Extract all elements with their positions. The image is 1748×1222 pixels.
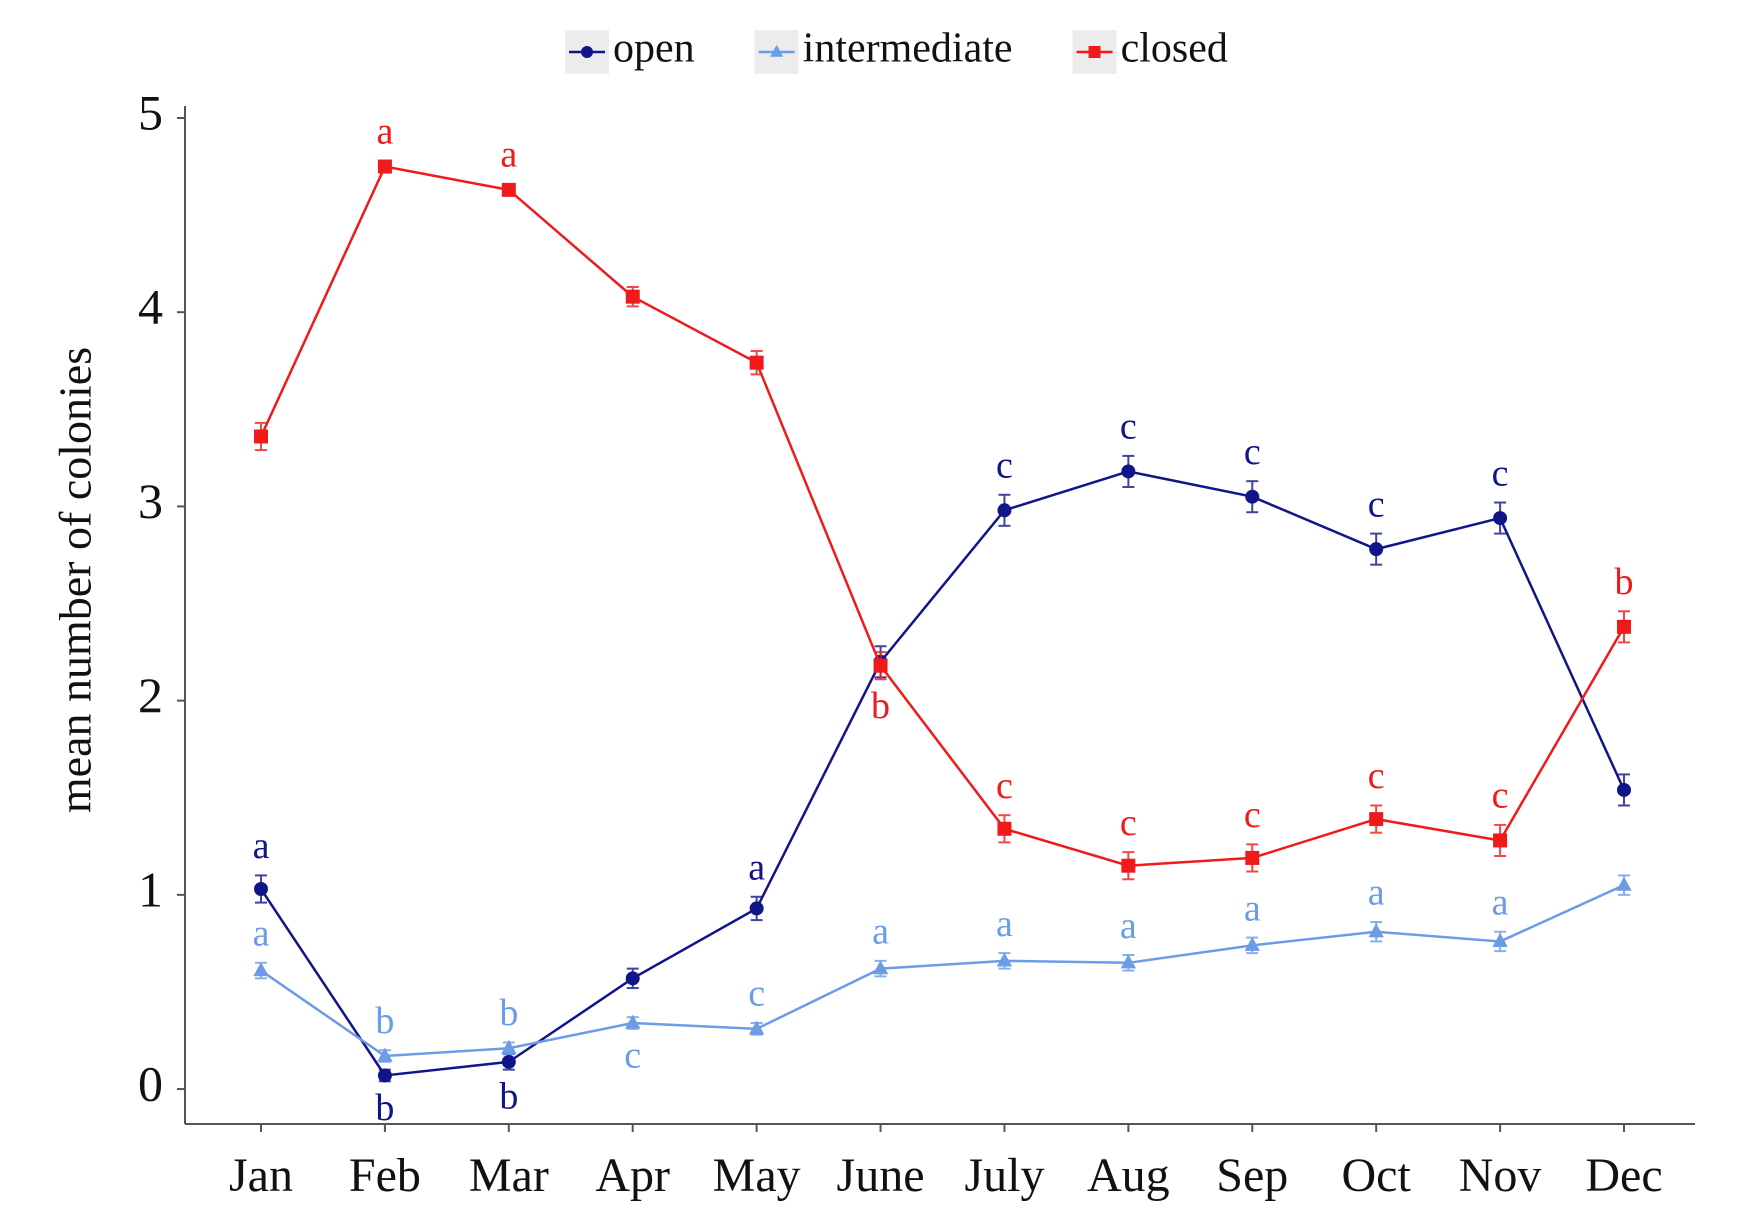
- y-tick-label: 5: [138, 84, 163, 140]
- x-tick-label: Apr: [595, 1149, 670, 1202]
- marker: [1492, 933, 1508, 948]
- marker: [581, 46, 593, 58]
- legend-label: intermediate: [803, 26, 1013, 72]
- marker: [625, 971, 640, 986]
- marker: [1493, 833, 1508, 848]
- series-line: [259, 470, 1626, 1077]
- x-tick-label: Oct: [1342, 1149, 1412, 1202]
- significance-letter: b: [1615, 561, 1634, 603]
- marker: [501, 1039, 517, 1054]
- marker: [377, 1047, 393, 1062]
- marker: [1493, 511, 1508, 526]
- significance-letter: c: [1492, 452, 1509, 494]
- significance-letter: a: [253, 913, 270, 955]
- marker: [1617, 782, 1631, 797]
- x-tick-label: Aug: [1087, 1149, 1170, 1202]
- marker: [1369, 812, 1384, 827]
- x-tick-label: Sep: [1216, 1149, 1288, 1202]
- marker: [1121, 858, 1136, 873]
- significance-letter: a: [1244, 887, 1261, 929]
- y-tick-label: 4: [138, 279, 163, 335]
- significance-letter: c: [1492, 775, 1509, 817]
- marker: [501, 1054, 516, 1069]
- marker: [748, 1020, 765, 1035]
- significance-letter: c: [996, 765, 1013, 807]
- legend-label: closed: [1121, 26, 1228, 72]
- marker: [377, 159, 392, 174]
- x-tick-label: Dec: [1585, 1149, 1662, 1202]
- significance-letter: c: [1244, 794, 1261, 836]
- marker: [501, 182, 516, 197]
- significance-letter: a: [872, 911, 889, 953]
- series-line: [260, 883, 1625, 1058]
- marker: [749, 901, 764, 916]
- significance-letter: c: [1244, 431, 1261, 473]
- y-tick-label: 0: [138, 1056, 163, 1112]
- x-tick-label: May: [713, 1149, 801, 1202]
- series-line: [259, 165, 1626, 867]
- marker: [1369, 542, 1384, 557]
- significance-letter: c: [1120, 406, 1137, 448]
- x-tick-label: July: [964, 1149, 1044, 1202]
- marker: [625, 1014, 641, 1029]
- significance-letter: a: [996, 903, 1013, 945]
- marker: [377, 1068, 392, 1083]
- significance-letter: c: [1368, 483, 1385, 525]
- marker: [254, 882, 268, 897]
- significance-letter: b: [375, 1000, 394, 1042]
- marker: [749, 355, 764, 370]
- significance-letter: c: [748, 973, 765, 1015]
- marker: [1121, 464, 1136, 479]
- marker: [253, 962, 269, 977]
- significance-letter: c: [1368, 755, 1385, 797]
- x-tick-label: Jan: [229, 1149, 293, 1202]
- marker: [996, 952, 1013, 967]
- marker: [872, 960, 889, 975]
- y-tick-label: 2: [138, 667, 163, 723]
- significance-letter: b: [375, 1087, 394, 1129]
- significance-letter: a: [1120, 905, 1137, 947]
- marker: [1368, 923, 1384, 938]
- marker: [1245, 850, 1260, 865]
- significance-letter: b: [499, 992, 518, 1034]
- y-tick-label: 3: [138, 473, 163, 529]
- marker: [1245, 489, 1260, 504]
- y-tick-label: 1: [138, 861, 163, 917]
- significance-letter: a: [376, 110, 393, 152]
- significance-letter: b: [499, 1075, 518, 1117]
- x-tick-label: Nov: [1459, 1149, 1542, 1202]
- x-tick-label: Mar: [469, 1149, 549, 1202]
- significance-letter: a: [253, 825, 270, 867]
- marker: [1617, 619, 1631, 634]
- significance-letter: b: [871, 685, 890, 727]
- x-tick-label: Feb: [349, 1149, 421, 1202]
- significance-letter: c: [996, 444, 1013, 486]
- marker: [770, 44, 784, 57]
- marker: [1120, 954, 1137, 969]
- significance-letter: a: [748, 846, 765, 888]
- marker: [873, 658, 888, 673]
- significance-letter: c: [1120, 802, 1137, 844]
- marker: [997, 821, 1012, 836]
- significance-letter: a: [1492, 881, 1509, 923]
- marker: [625, 289, 640, 304]
- marker: [1616, 876, 1632, 891]
- significance-letter: a: [1368, 872, 1385, 914]
- marker: [1088, 46, 1101, 58]
- legend-label: open: [613, 26, 695, 72]
- x-tick-label: June: [837, 1149, 925, 1202]
- marker: [1244, 936, 1260, 951]
- marker: [997, 503, 1012, 518]
- marker: [254, 429, 268, 444]
- significance-letter: c: [624, 1035, 641, 1077]
- significance-letter: a: [500, 134, 517, 176]
- y-axis-label: mean number of colonies: [50, 347, 101, 813]
